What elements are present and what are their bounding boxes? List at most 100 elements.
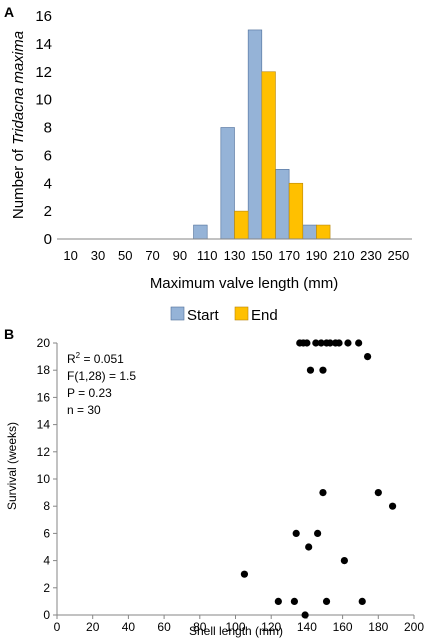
scatter-point [319, 489, 327, 497]
panel-b-x-tick-label: 120 [261, 620, 281, 634]
panel-b-x-axis-label: Shell length (mm) [189, 624, 283, 638]
legend-swatch-start [170, 306, 185, 321]
legend-swatch-end [234, 306, 249, 321]
panel-b: B Survival (weeks) 0 2 4 6 8 10 12 14 16 18 20 0 20… [4, 326, 424, 638]
scatter-point [292, 529, 300, 538]
stat-f: F(1,28) = 1.5 [67, 369, 136, 383]
scatter-point [312, 339, 320, 347]
bar-end-170 [288, 182, 304, 240]
panel-a-y-tick-label: 0 [44, 231, 52, 248]
scatter-point [340, 557, 348, 565]
scatter-point [319, 366, 327, 374]
scatter-point [301, 611, 309, 619]
panel-b-y-tick-label: 4 [43, 554, 50, 568]
panel-a-y-axis-label: Number of Tridacna maxima [10, 31, 27, 219]
panel-b-y-tick-label: 12 [37, 445, 51, 459]
scatter-point [290, 597, 299, 606]
legend-label-start: Start [187, 307, 220, 324]
panel-a-x-axis-label: Maximum valve length (mm) [150, 275, 338, 292]
panel-a-y-tick-label: 8 [44, 120, 52, 137]
panel-b-x-tick-label: 0 [54, 620, 61, 634]
bar-end-150 [261, 71, 276, 240]
panel-b-y-tick-label: 16 [37, 390, 51, 404]
panel-b-y-tick-label: 2 [43, 581, 50, 595]
panel-a-x-tick-label: 110 [197, 248, 218, 263]
panel-b-y-tick-label: 18 [37, 363, 51, 377]
panel-b-x-axis: 0 20 40 60 80 100 120 140 160 180 200 [54, 614, 424, 634]
panel-b-x-tick-label: 40 [122, 620, 136, 634]
panel-a-x-tick-label: 90 [173, 248, 187, 263]
panel-b-x-tick-label: 20 [86, 620, 100, 634]
panel-a-x-tick-label: 230 [360, 248, 382, 263]
bar-start-170 [275, 169, 290, 240]
scatter-point [388, 502, 397, 510]
scatter-point [314, 529, 322, 538]
panel-b-y-tick-label: 0 [43, 608, 50, 622]
scatter-point [322, 597, 331, 606]
legend-label-end: End [251, 307, 278, 324]
panel-b-x-tick-label: 100 [225, 620, 245, 634]
stat-n: n = 30 [67, 403, 101, 417]
scatter-point [344, 339, 352, 347]
scatter-point [363, 353, 372, 361]
panel-b-y-tick-label: 14 [37, 418, 51, 432]
bar-start-110 [193, 224, 208, 240]
panel-a-x-tick-label: 50 [118, 248, 132, 263]
stat-r-squared: R2 = 0.051 [67, 351, 124, 366]
stat-p: P = 0.23 [67, 386, 112, 400]
scatter-point [306, 366, 315, 374]
scatter-point [358, 597, 366, 606]
panel-b-points [240, 339, 397, 619]
panel-a-x-tick-label: 130 [224, 248, 246, 263]
panel-b-y-tick-label: 10 [37, 472, 51, 486]
scatter-point [303, 339, 311, 347]
panel-a-y-tick-label: 4 [44, 175, 52, 192]
panel-a-y-tick-label: 16 [35, 8, 52, 25]
panel-a-y-tick-label: 10 [35, 92, 52, 109]
panel-a-y-tick-label: 6 [44, 147, 52, 164]
panel-b-x-tick-label: 60 [157, 620, 171, 634]
panel-a-x-axis: 10 30 50 70 90 110 130 150 170 190 210 230 250 [63, 248, 409, 263]
panel-a-y-tick-label: 12 [35, 64, 52, 81]
panel-b-y-tick-label: 8 [43, 499, 50, 513]
scatter-point [326, 339, 334, 347]
bar-start-150 [247, 29, 263, 240]
scatter-point [355, 339, 363, 347]
panel-a-letter: A [4, 4, 14, 20]
bar-end-130 [234, 210, 249, 240]
panel-a: A Number of Tridacna maxima 0 2 4 6 8 10 12 14 1… [4, 4, 412, 324]
panel-a-x-tick-label: 30 [91, 248, 105, 263]
panel-b-y-tick-label: 20 [37, 336, 51, 350]
scatter-point [240, 570, 249, 578]
panel-b-x-tick-label: 80 [193, 620, 207, 634]
panel-b-y-tick-label: 6 [43, 526, 50, 540]
panel-b-y-axis: 0 2 4 6 8 10 12 14 16 18 20 [37, 336, 58, 622]
scatter-point [374, 489, 382, 497]
bar-start-190 [302, 224, 317, 240]
panel-b-x-tick-label: 140 [297, 620, 317, 634]
bar-start-130 [220, 127, 235, 240]
panel-a-x-tick-label: 10 [63, 248, 77, 263]
panel-a-x-tick-label: 210 [333, 248, 355, 263]
bar-end-190 [316, 224, 331, 240]
stats-annotation: R2 = 0.051 F(1,28) = 1.5 P = 0.23 n = 30 [67, 351, 136, 417]
panel-a-y-tick-label: 2 [44, 203, 52, 220]
panel-a-y-tick-label: 14 [35, 36, 52, 53]
panel-a-x-tick-label: 190 [306, 248, 328, 263]
panel-a-y-axis: 0 2 4 6 8 10 12 14 16 [35, 8, 52, 248]
panel-a-x-tick-label: 150 [251, 248, 273, 263]
scatter-point [274, 597, 282, 606]
panel-b-x-tick-label: 200 [404, 620, 424, 634]
scatter-point [317, 339, 325, 347]
panel-b-letter: B [4, 326, 14, 342]
panel-b-x-tick-label: 160 [333, 620, 353, 634]
panel-a-x-tick-label: 250 [387, 248, 409, 263]
panel-b-y-axis-label: Survival (weeks) [5, 422, 19, 510]
panel-a-legend: Start End [170, 306, 278, 324]
panel-a-x-tick-label: 70 [145, 248, 159, 263]
scatter-point [305, 543, 313, 551]
panel-a-bars [193, 29, 331, 240]
scatter-point [335, 339, 343, 347]
panel-b-x-tick-label: 180 [368, 620, 388, 634]
